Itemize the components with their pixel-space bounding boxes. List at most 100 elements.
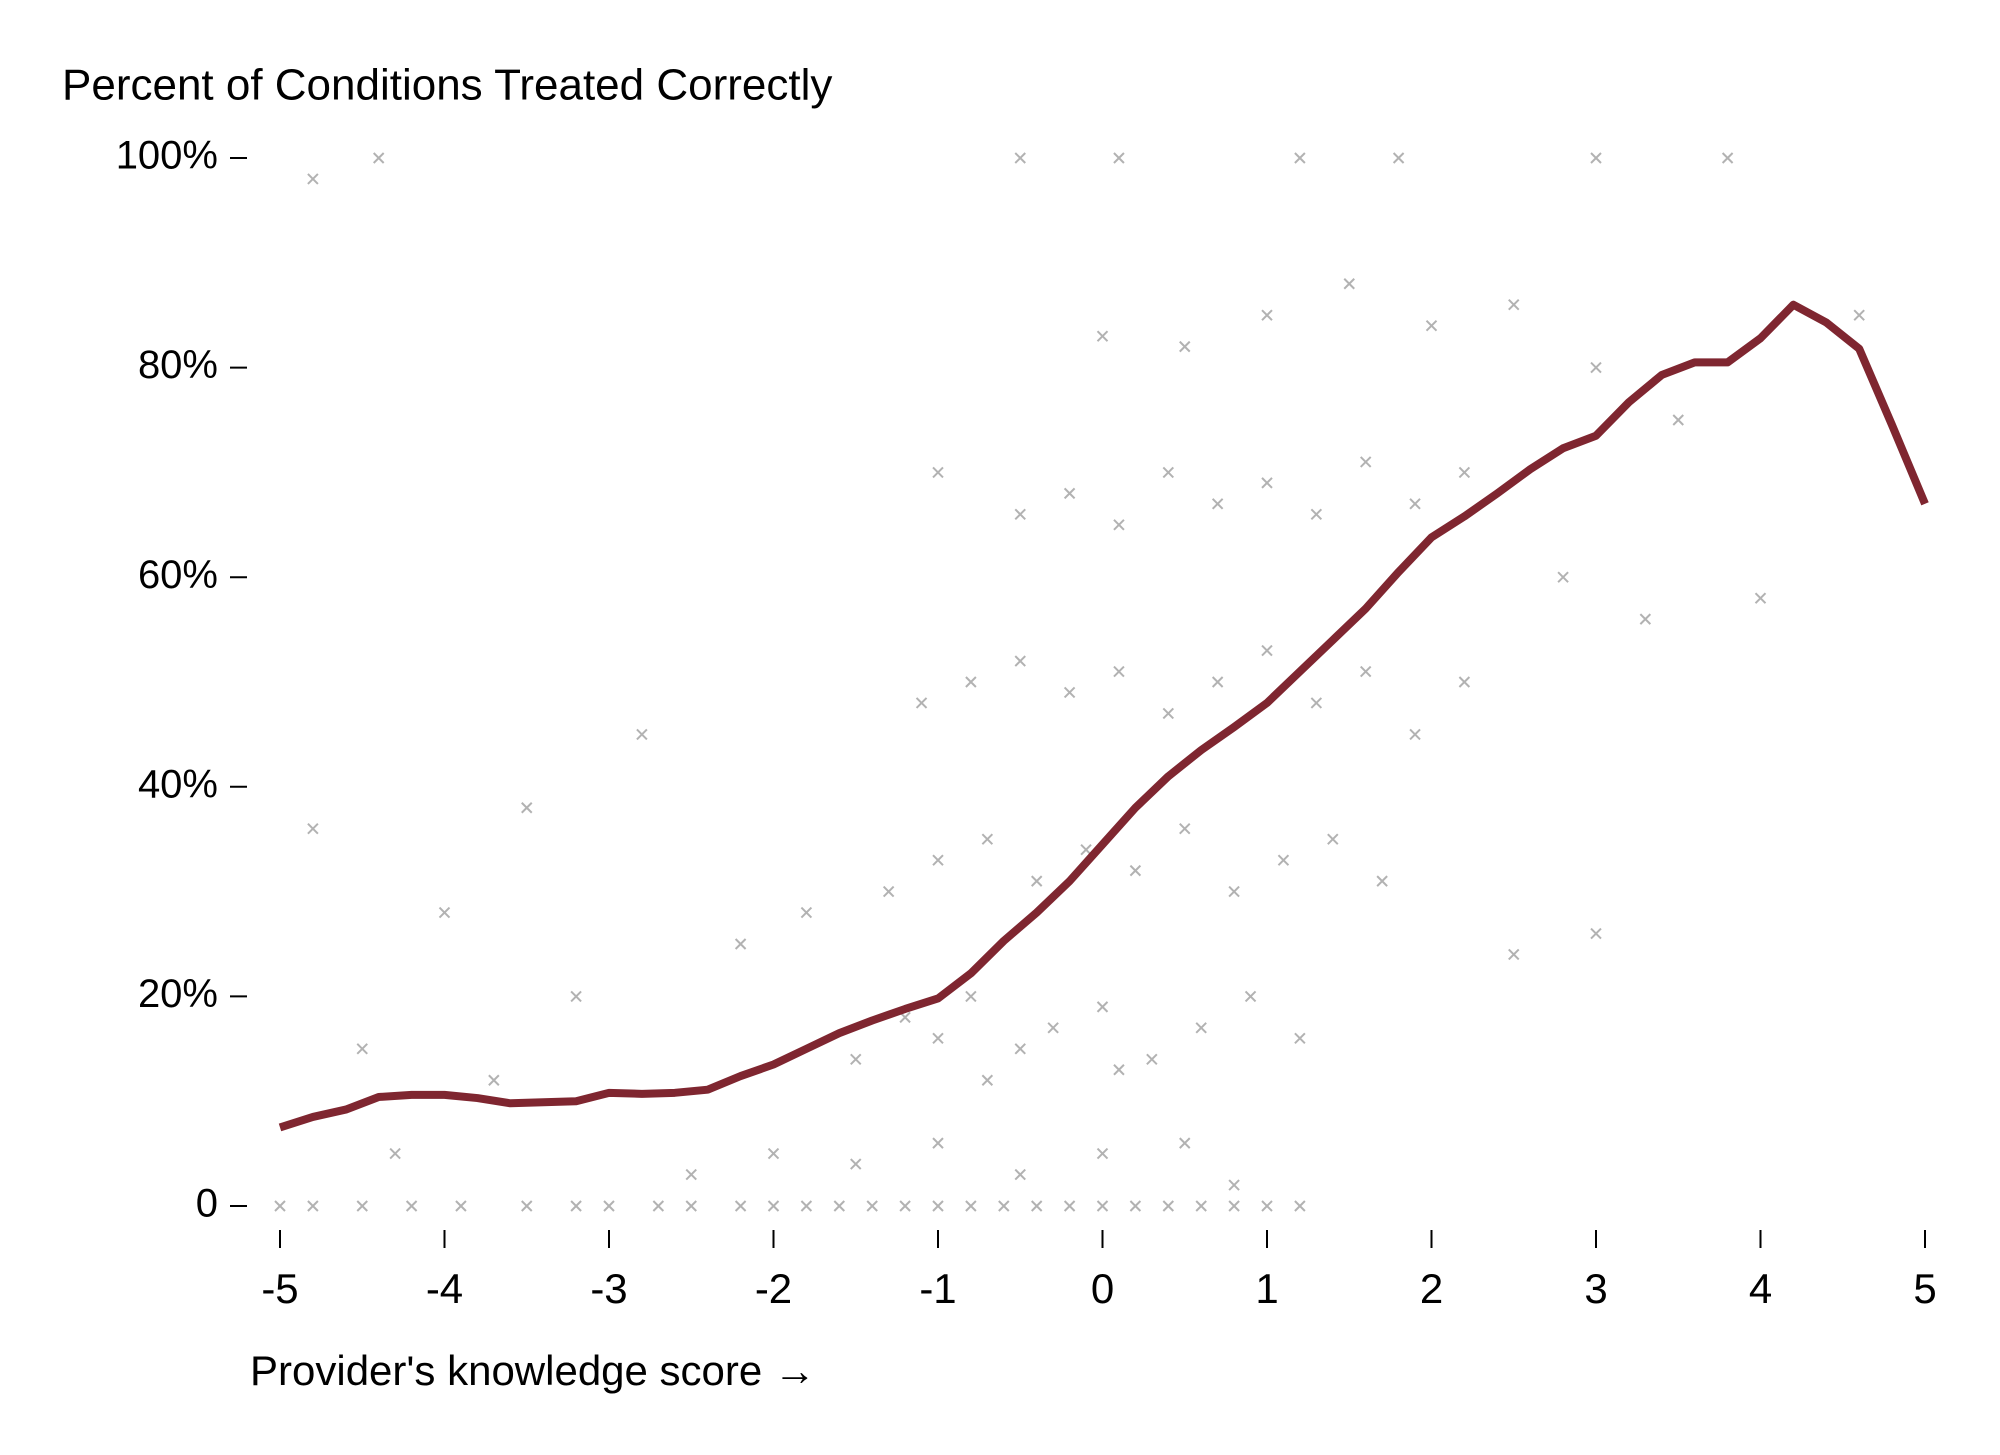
- scatter-point: [734, 1200, 747, 1212]
- scatter-point: [1590, 361, 1602, 374]
- y-tick-label: 100%: [116, 134, 218, 178]
- scatter-point: [1343, 278, 1355, 290]
- scatter-point: [1409, 498, 1421, 510]
- scatter-point: [1425, 319, 1438, 332]
- scatter-point: [1228, 1200, 1240, 1212]
- x-tick-label: -4: [426, 1265, 463, 1312]
- scatter-point: [1310, 508, 1323, 521]
- y-tick-label: 0: [196, 1182, 218, 1226]
- scatter-point: [1721, 152, 1734, 164]
- scatter-point: [1195, 1200, 1207, 1212]
- scatter-point: [438, 906, 451, 919]
- x-tick-label: -5: [261, 1265, 298, 1312]
- scatter-point: [1277, 854, 1290, 866]
- scatter-point: [1590, 927, 1602, 940]
- x-tick-label: 4: [1749, 1265, 1772, 1312]
- scatter-point: [1096, 1147, 1109, 1160]
- scatter-point: [850, 1158, 862, 1170]
- scatter-point: [356, 1043, 368, 1055]
- scatter-point: [307, 1200, 319, 1212]
- scatter-point: [1376, 875, 1388, 887]
- scatter-point: [685, 1168, 697, 1181]
- scatter-point: [1113, 519, 1125, 531]
- scatter-point: [1228, 1179, 1240, 1191]
- scatter-point: [1359, 665, 1372, 678]
- scatter-point: [405, 1200, 418, 1212]
- scatter-point: [274, 1200, 286, 1212]
- x-tick-label: 5: [1913, 1265, 1936, 1312]
- scatter-point: [1162, 707, 1175, 720]
- scatter-point: [932, 466, 944, 479]
- scatter-point: [1359, 456, 1372, 468]
- scatter-point: [1261, 1200, 1273, 1212]
- scatter-point: [372, 152, 385, 164]
- scatter-point: [307, 173, 319, 185]
- scatter-point: [1211, 676, 1224, 688]
- scatter-point: [1014, 1168, 1026, 1181]
- y-tick-label: 20%: [138, 972, 218, 1016]
- scatter-point: [866, 1200, 878, 1212]
- scatter-point: [521, 802, 533, 814]
- scatter-point: [1179, 1137, 1191, 1149]
- scatter-point: [1310, 697, 1323, 709]
- scatter-point: [1030, 1200, 1043, 1212]
- scatter-point: [1392, 152, 1405, 164]
- scatter-point: [307, 823, 319, 835]
- scatter-point: [1557, 571, 1569, 583]
- scatter-point: [1113, 665, 1125, 678]
- scatter-point: [356, 1200, 368, 1212]
- scatter-point: [1294, 1032, 1306, 1045]
- scatter-point: [1162, 1200, 1175, 1212]
- x-tick-label: -1: [919, 1265, 956, 1312]
- scatter-point: [833, 1200, 846, 1212]
- trend-line: [278, 300, 1929, 1132]
- scatter-point: [1853, 309, 1865, 321]
- scatter-point: [932, 854, 944, 866]
- y-tick-label: 80%: [138, 343, 218, 387]
- scatter-point: [570, 990, 582, 1003]
- scatter-point: [932, 1032, 944, 1045]
- scatter-point: [1327, 833, 1339, 845]
- scatter-point: [965, 1200, 977, 1212]
- scatter-point: [1179, 340, 1191, 353]
- scatter-point: [767, 1147, 780, 1160]
- scatter-point: [932, 1137, 944, 1149]
- scatter-point: [998, 1200, 1010, 1212]
- scatter-point: [1458, 676, 1471, 688]
- scatter-point: [1261, 477, 1273, 489]
- x-tick-label: -2: [755, 1265, 792, 1312]
- scatter-point: [488, 1074, 500, 1086]
- chart-title: Percent of Conditions Treated Correctly: [62, 61, 832, 110]
- scatter-point: [570, 1200, 582, 1212]
- scatter-point: [1508, 299, 1520, 311]
- scatter-point: [1113, 152, 1125, 164]
- scatter-point: [1261, 644, 1273, 657]
- scatter-point: [1129, 864, 1142, 877]
- scatter-point: [685, 1200, 697, 1212]
- scatter-point: [1113, 1064, 1125, 1076]
- scatter-point: [1063, 686, 1076, 699]
- x-tick-label: 3: [1584, 1265, 1607, 1312]
- scatter-point: [1096, 1200, 1109, 1212]
- scatter-point: [521, 1200, 533, 1212]
- scatter-point: [1014, 655, 1026, 667]
- scatter-point: [1063, 487, 1076, 500]
- scatter-point: [800, 1200, 813, 1212]
- scatter-point: [981, 833, 994, 845]
- scatter-point: [1014, 152, 1026, 164]
- scatter-point: [850, 1053, 862, 1065]
- x-tick-label: 2: [1420, 1265, 1443, 1312]
- scatter-point: [882, 885, 895, 898]
- scatter-point: [932, 1200, 944, 1212]
- scatter-point: [1754, 592, 1767, 604]
- scatter-point: [1129, 1200, 1142, 1212]
- scatter-point: [652, 1200, 665, 1212]
- scatter-point: [389, 1147, 401, 1160]
- scatter-point: [1179, 823, 1191, 835]
- x-tick-label: -3: [590, 1265, 627, 1312]
- scatter-point: [1146, 1053, 1158, 1065]
- x-tick-label: 1: [1255, 1265, 1278, 1312]
- scatter-point: [1096, 330, 1109, 342]
- x-tick-label: 0: [1091, 1265, 1114, 1312]
